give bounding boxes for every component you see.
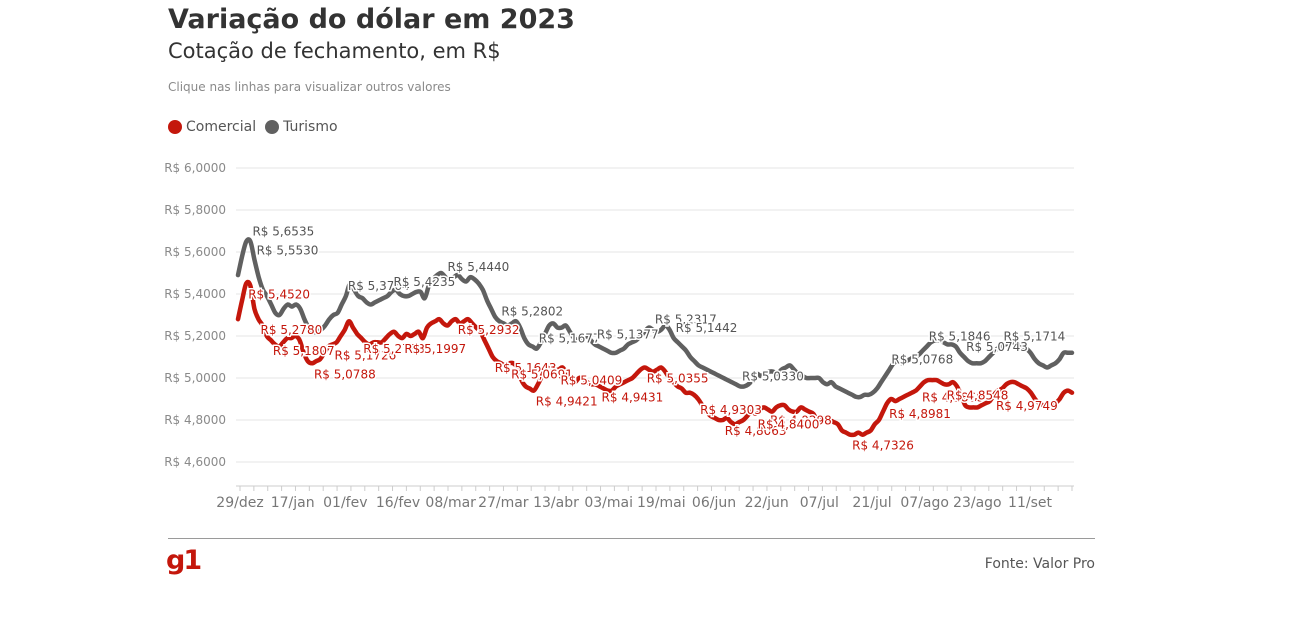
y-tick-label: R$ 4,6000 <box>164 455 226 469</box>
x-tick-label: 03/mai <box>584 495 633 511</box>
data-label-comercial: R$ 5,1643 <box>495 361 557 375</box>
data-label-comercial: R$ 4,9749 <box>996 399 1058 413</box>
y-tick-label: R$ 4,8000 <box>164 413 226 427</box>
chart-instruction: Clique nas linhas para visualizar outros… <box>168 80 451 94</box>
y-tick-label: R$ 5,0000 <box>164 371 226 385</box>
line-chart: R$ 6,0000 R$ 5,8000 R$ 5,6000 R$ 5,4000 R$ 5… <box>164 161 1075 511</box>
y-tick-label: R$ 6,0000 <box>164 161 226 175</box>
source-note: Fonte: Valor Pro <box>984 556 1095 572</box>
data-label-comercial: R$ 5,0788 <box>314 367 376 381</box>
x-tick-label: 08/mar <box>425 495 476 511</box>
series-line-comercial <box>235 279 1075 438</box>
data-label-turismo: R$ 5,1677 <box>539 332 601 346</box>
data-label-comercial: R$ 5,0409 <box>560 374 622 388</box>
data-label-turismo: R$ 5,0743 <box>966 340 1028 354</box>
data-label-comercial: R$ 4,9298 <box>770 414 832 428</box>
data-label-turismo: R$ 5,2802 <box>501 304 563 318</box>
data-label-turismo: R$ 5,1442 <box>676 321 738 335</box>
chart-subtitle: Cotação de fechamento, em R$ <box>168 39 501 63</box>
data-label-comercial: R$ 4,8548 <box>947 388 1009 402</box>
x-tick-label: 29/dez <box>216 495 263 511</box>
data-label-turismo: R$ 5,5530 <box>257 243 319 257</box>
data-label-turismo: R$ 5,1377 <box>597 327 659 341</box>
series-line-turismo <box>235 237 1075 400</box>
data-label-comercial: R$ 5,0691 <box>511 367 573 381</box>
data-label-comercial: R$ 5,1997 <box>404 342 466 356</box>
data-label-comercial: R$ 4,9868 <box>922 390 984 404</box>
legend-item-turismo[interactable]: Turismo <box>265 119 338 135</box>
data-label-turismo: R$ 5,6535 <box>252 225 314 239</box>
data-label-comercial: R$ 4,9303 <box>700 403 762 417</box>
data-label-turismo: R$ 5,1714 <box>1003 330 1065 344</box>
legend-label-comercial: Comercial <box>186 119 257 135</box>
x-tick-label: 11/set <box>1008 495 1052 511</box>
data-label-turismo: R$ 5,4440 <box>447 260 509 274</box>
data-label-turismo: R$ 5,1846 <box>929 330 991 344</box>
x-tick-label: 07/ago <box>900 495 949 511</box>
y-tick-label: R$ 5,8000 <box>164 203 226 217</box>
x-tick-label: 22/jun <box>745 495 789 511</box>
chart-title: Variação do dólar em 2023 <box>168 4 575 35</box>
g1-logo: g1 <box>166 545 202 576</box>
x-tick-label: 16/fev <box>376 495 420 511</box>
x-tick-label: 13/abr <box>533 495 579 511</box>
data-label-comercial: R$ 5,2780 <box>261 323 323 337</box>
data-label-comercial: R$ 5,1726 <box>334 348 396 362</box>
data-label-comercial: R$ 5,0355 <box>647 372 709 386</box>
data-label-turismo: R$ 5,2317 <box>655 313 717 327</box>
x-tick-label: 01/fev <box>323 495 367 511</box>
y-tick-label: R$ 5,2000 <box>164 329 226 343</box>
legend-dot-turismo <box>265 120 280 134</box>
x-tick-label: 17/jan <box>271 495 315 511</box>
data-label-turismo: R$ 5,0330 <box>742 369 804 383</box>
legend-item-comercial[interactable]: Comercial <box>168 119 256 135</box>
x-tick-label: 27/mar <box>478 495 529 511</box>
data-label-comercial: R$ 4,9421 <box>536 395 598 409</box>
legend-dot-comercial <box>168 120 182 134</box>
data-label-comercial: R$ 5,2783 <box>363 342 425 356</box>
legend-label-turismo: Turismo <box>283 119 338 135</box>
data-label-comercial: R$ 4,9431 <box>602 390 664 404</box>
y-tick-label: R$ 5,6000 <box>164 245 226 259</box>
x-tick-label: 21/jul <box>852 495 891 511</box>
data-label-turismo: R$ 5,3764 <box>348 279 410 293</box>
data-label-comercial: R$ 5,4520 <box>248 288 310 302</box>
data-label-comercial: R$ 4,8400 <box>758 418 820 432</box>
x-tick-label: 19/mai <box>637 495 686 511</box>
x-tick-label: 07/jul <box>800 495 839 511</box>
data-label-turismo: R$ 5,4235 <box>394 275 456 289</box>
data-label-turismo: R$ 5,0768 <box>891 353 953 367</box>
data-label-comercial: R$ 5,1807 <box>273 344 335 358</box>
x-tick-label: 23/ago <box>953 495 1002 511</box>
data-label-comercial: R$ 4,8981 <box>889 407 951 421</box>
footer-divider <box>168 538 1095 539</box>
data-label-comercial: R$ 5,2932 <box>458 323 520 337</box>
x-tick-label: 06/jun <box>692 495 736 511</box>
y-tick-label: R$ 5,4000 <box>164 287 226 301</box>
data-label-comercial: R$ 4,8063 <box>725 424 787 438</box>
chart-legend: Comercial Turismo <box>168 119 347 135</box>
data-label-comercial: R$ 4,7326 <box>852 439 914 453</box>
